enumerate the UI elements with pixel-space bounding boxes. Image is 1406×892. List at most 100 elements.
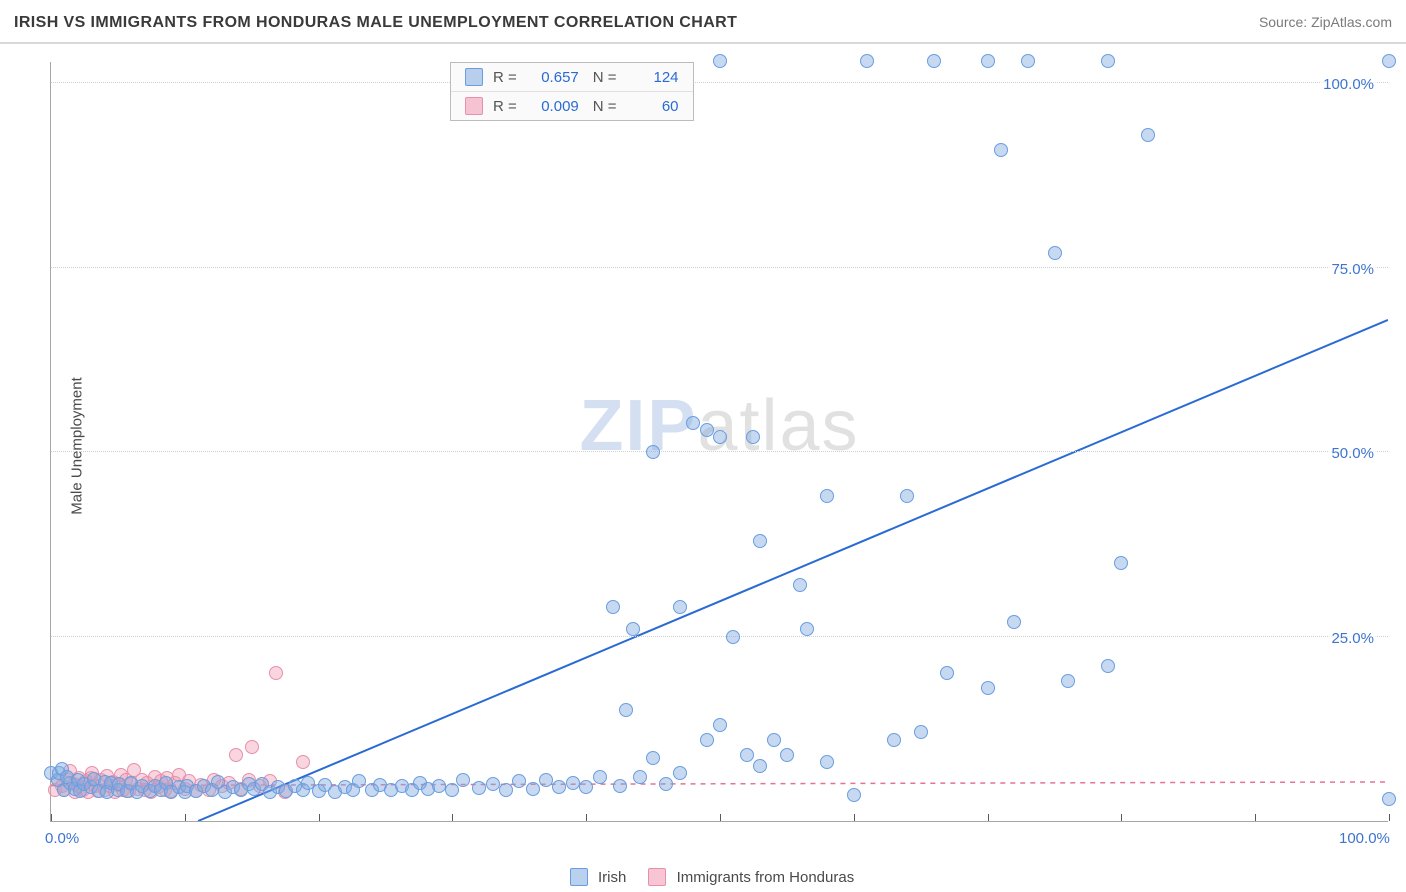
data-point xyxy=(700,733,714,747)
legend-label-irish: Irish xyxy=(598,869,626,886)
data-point xyxy=(512,774,526,788)
n-value-honduras: 60 xyxy=(623,98,679,115)
data-point xyxy=(1101,659,1115,673)
n-value-irish: 124 xyxy=(623,69,679,86)
x-tick-mark xyxy=(1255,814,1256,821)
data-point xyxy=(1021,54,1035,68)
data-point xyxy=(673,766,687,780)
data-point xyxy=(820,755,834,769)
data-point xyxy=(526,782,540,796)
data-point xyxy=(914,725,928,739)
x-tick-mark xyxy=(1121,814,1122,821)
correlation-legend-box: R = 0.657 N = 124 R = 0.009 N = 60 xyxy=(450,62,694,121)
data-point xyxy=(1382,54,1396,68)
data-point xyxy=(713,54,727,68)
n-label: N = xyxy=(593,98,617,115)
data-point xyxy=(900,489,914,503)
data-point xyxy=(269,666,283,680)
y-tick-label: 75.0% xyxy=(1329,261,1376,278)
x-tick-label: 100.0% xyxy=(1339,830,1390,847)
correlation-row-honduras: R = 0.009 N = 60 xyxy=(451,91,693,120)
trend-line xyxy=(198,320,1388,821)
data-point xyxy=(1048,246,1062,260)
data-point xyxy=(472,781,486,795)
data-point xyxy=(726,630,740,644)
swatch-honduras xyxy=(465,97,483,115)
data-point xyxy=(713,430,727,444)
x-tick-mark xyxy=(452,814,453,821)
legend-swatch-honduras xyxy=(648,868,666,886)
data-point xyxy=(847,788,861,802)
data-point xyxy=(780,748,794,762)
correlation-row-irish: R = 0.657 N = 124 xyxy=(451,63,693,91)
chart-title: IRISH VS IMMIGRANTS FROM HONDURAS MALE U… xyxy=(14,14,737,32)
data-point xyxy=(793,578,807,592)
data-point xyxy=(646,445,660,459)
legend-swatch-irish xyxy=(570,868,588,886)
data-point xyxy=(245,740,259,754)
data-point xyxy=(352,774,366,788)
x-tick-mark xyxy=(185,814,186,821)
plot-area: ZIPatlas 25.0%50.0%75.0%100.0%0.0%100.0% xyxy=(50,62,1388,822)
gridline-h xyxy=(51,82,1388,83)
y-tick-label: 25.0% xyxy=(1329,630,1376,647)
data-point xyxy=(633,770,647,784)
data-point xyxy=(1061,674,1075,688)
data-point xyxy=(1007,615,1021,629)
data-point xyxy=(767,733,781,747)
data-point xyxy=(646,751,660,765)
data-point xyxy=(1141,128,1155,142)
x-tick-mark xyxy=(51,814,52,821)
data-point xyxy=(746,430,760,444)
x-tick-mark xyxy=(586,814,587,821)
data-point xyxy=(606,600,620,614)
gridline-h xyxy=(51,267,1388,268)
legend-bottom: Irish Immigrants from Honduras xyxy=(0,868,1406,886)
r-label: R = xyxy=(493,98,517,115)
data-point xyxy=(566,776,580,790)
data-point xyxy=(296,755,310,769)
x-tick-mark xyxy=(720,814,721,821)
data-point xyxy=(659,777,673,791)
r-value-irish: 0.657 xyxy=(523,69,579,86)
watermark-light: atlas xyxy=(697,386,859,466)
data-point xyxy=(1114,556,1128,570)
data-point xyxy=(1101,54,1115,68)
data-point xyxy=(820,489,834,503)
gridline-h xyxy=(51,636,1388,637)
x-tick-mark xyxy=(854,814,855,821)
data-point xyxy=(700,423,714,437)
data-point xyxy=(981,681,995,695)
data-point xyxy=(499,783,513,797)
watermark: ZIPatlas xyxy=(579,385,859,467)
data-point xyxy=(593,770,607,784)
r-value-honduras: 0.009 xyxy=(523,98,579,115)
x-tick-mark xyxy=(1389,814,1390,821)
data-point xyxy=(539,773,553,787)
data-point xyxy=(456,773,470,787)
data-point xyxy=(753,534,767,548)
data-point xyxy=(626,622,640,636)
data-point xyxy=(579,780,593,794)
data-point xyxy=(1382,792,1396,806)
data-point xyxy=(800,622,814,636)
data-point xyxy=(940,666,954,680)
swatch-irish xyxy=(465,68,483,86)
data-point xyxy=(445,783,459,797)
n-label: N = xyxy=(593,69,617,86)
data-point xyxy=(860,54,874,68)
data-point xyxy=(887,733,901,747)
r-label: R = xyxy=(493,69,517,86)
data-point xyxy=(740,748,754,762)
data-point xyxy=(981,54,995,68)
legend-label-honduras: Immigrants from Honduras xyxy=(677,869,855,886)
data-point xyxy=(994,143,1008,157)
chart-source: Source: ZipAtlas.com xyxy=(1259,14,1392,30)
y-tick-label: 100.0% xyxy=(1321,76,1376,93)
data-point xyxy=(619,703,633,717)
watermark-strong: ZIP xyxy=(579,386,697,466)
x-tick-mark xyxy=(988,814,989,821)
x-tick-label: 0.0% xyxy=(45,830,79,847)
y-tick-label: 50.0% xyxy=(1329,445,1376,462)
data-point xyxy=(927,54,941,68)
